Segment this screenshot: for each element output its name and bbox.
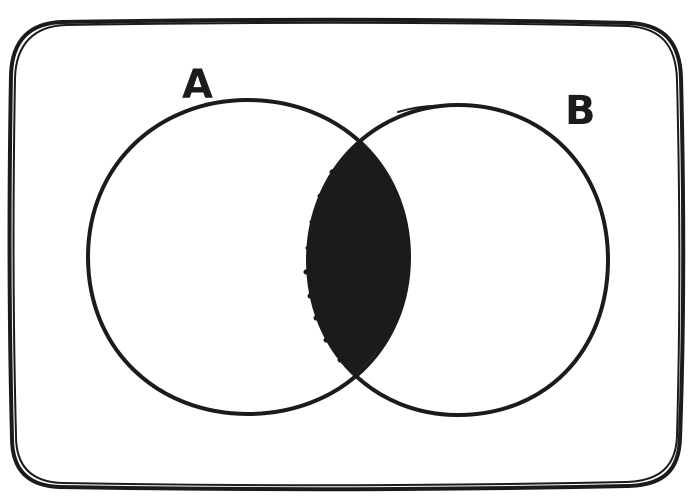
circle-a <box>86 98 411 416</box>
intersection-region <box>303 105 409 414</box>
set-a-label: A <box>182 62 213 108</box>
set-b-label: B <box>565 88 596 134</box>
circle-b <box>306 103 610 417</box>
universe-rectangle <box>7 17 686 492</box>
